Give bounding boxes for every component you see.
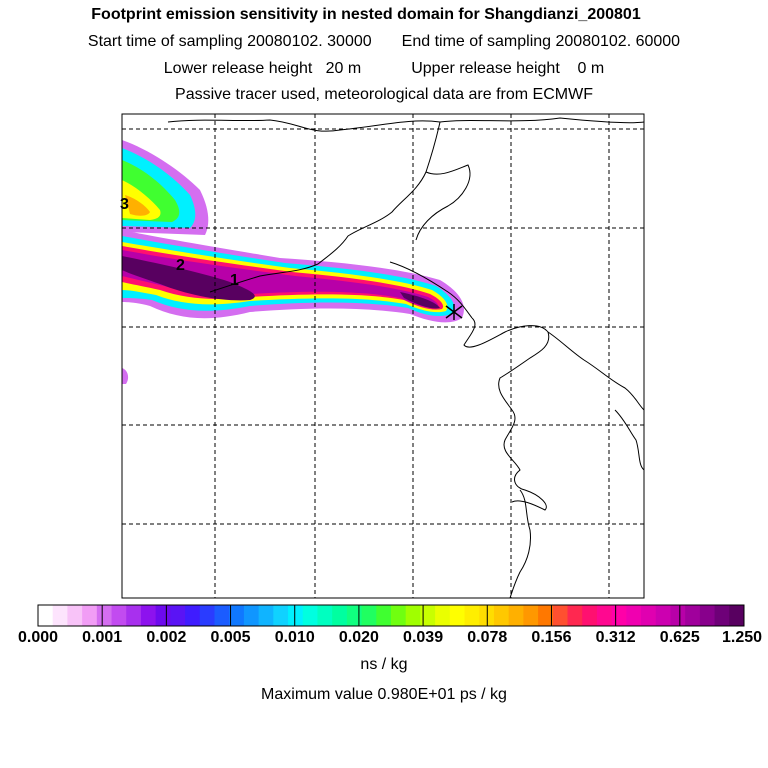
coast-line <box>463 317 550 511</box>
end-time-label: End time of sampling 20080102. 60000 <box>401 33 681 50</box>
release-heights: Lower release height 20 m Upper release h… <box>0 60 768 78</box>
graticule <box>122 114 644 598</box>
plume-main-core <box>122 256 255 301</box>
coast-line <box>509 489 531 598</box>
colorbar-tick-label: 0.039 <box>403 629 444 646</box>
point-label: 1 <box>230 272 239 289</box>
release-point-marker <box>445 304 463 320</box>
border-line <box>167 117 644 132</box>
colorbar-tick-label: 0.001 <box>82 629 123 646</box>
maximum-value: Maximum value 0.980E+01 ps / kg <box>261 686 507 703</box>
colorbar-tick-label: 0.020 <box>338 629 379 646</box>
map-frame <box>121 113 645 599</box>
tracer-note: Passive tracer used, meteorological data… <box>175 86 593 103</box>
sensitivity-plume <box>122 140 464 384</box>
colorbar-tick-label: 0.005 <box>210 629 251 646</box>
colorbar-units: ns / kg <box>360 656 408 673</box>
sampling-times: Start time of sampling 20080102. 30000 En… <box>0 33 768 51</box>
plume-west-patch <box>122 368 129 384</box>
colorbar-tick-label: 0.625 <box>659 629 700 646</box>
coast-line <box>614 409 644 471</box>
colorbar-tick-label: 1.250 <box>721 629 763 646</box>
coast-line <box>547 331 644 411</box>
colorbar-tick-label: 0.312 <box>595 629 636 646</box>
plot-title: Footprint emission sensitivity in nested… <box>91 6 641 23</box>
upper-release-label: Upper release height 0 m <box>411 60 605 77</box>
colorbar-tick-label: 0.000 <box>17 629 59 646</box>
point-label: 2 <box>176 257 185 274</box>
plume-band-orange <box>125 195 150 216</box>
start-time-label: Start time of sampling 20080102. 30000 <box>87 33 372 50</box>
border-line <box>415 164 471 241</box>
point-label: 3 <box>120 196 129 213</box>
colorbar-tick-label: 0.010 <box>274 629 315 646</box>
coastlines <box>167 117 644 598</box>
colorbar-tick-label: 0.156 <box>531 629 572 646</box>
lower-release-label: Lower release height 20 m <box>163 60 362 77</box>
plume-east-core <box>400 292 440 309</box>
border-line <box>389 261 473 319</box>
colorbar-tick-label: 0.002 <box>146 629 187 646</box>
colorbar-tick-label: 0.078 <box>467 629 508 646</box>
